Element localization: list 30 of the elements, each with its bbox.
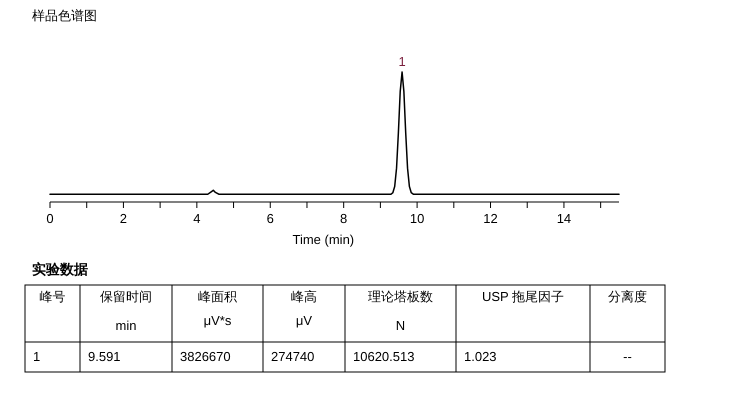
text: N xyxy=(396,318,406,333)
text: 实验数据 xyxy=(32,261,88,277)
text: μV*s xyxy=(204,313,232,328)
x-tick-label: 8 xyxy=(340,211,348,226)
text: 9.591 xyxy=(88,349,121,364)
text: min xyxy=(116,318,136,333)
x-tick-label: 14 xyxy=(556,211,572,226)
text: 10620.513 xyxy=(353,349,414,364)
text: 保留时间 xyxy=(100,289,152,304)
x-tick-label: 2 xyxy=(120,211,128,226)
text: 1.023 xyxy=(464,349,497,364)
text: 峰高 xyxy=(291,289,317,304)
text: USP 拖尾因子 xyxy=(482,289,564,304)
x-axis-title: Time (min) xyxy=(292,232,354,247)
text: -- xyxy=(623,349,632,364)
text: μV xyxy=(296,313,312,328)
annotation: 1 xyxy=(398,54,406,69)
x-tick-label: 10 xyxy=(410,211,424,226)
text: 3826670 xyxy=(180,349,231,364)
text: 理论塔板数 xyxy=(368,289,433,304)
text: 1 xyxy=(33,349,40,364)
x-tick-label: 4 xyxy=(193,211,200,226)
chart-title: 样品色谱图 xyxy=(32,8,97,23)
text: 274740 xyxy=(271,349,314,364)
x-tick-label: 0 xyxy=(46,211,54,226)
text: 峰面积 xyxy=(198,289,237,304)
x-tick-label: 6 xyxy=(266,211,274,226)
text: 峰号 xyxy=(40,289,66,304)
text: 分离度 xyxy=(608,289,647,304)
x-tick-label: 12 xyxy=(483,211,498,226)
